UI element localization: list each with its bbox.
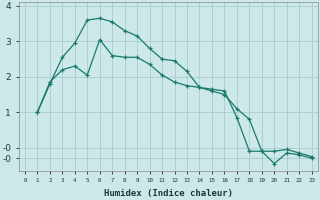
X-axis label: Humidex (Indice chaleur): Humidex (Indice chaleur) [104,189,233,198]
